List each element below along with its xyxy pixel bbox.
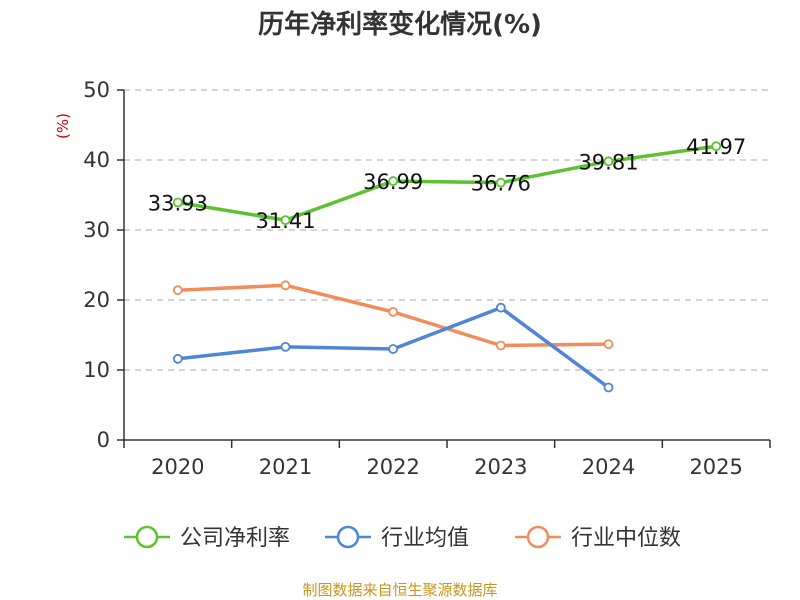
data-label: 36.76 bbox=[471, 172, 531, 196]
data-label: 31.41 bbox=[255, 209, 315, 233]
y-tick-label: 0 bbox=[97, 428, 110, 452]
legend-marker-icon bbox=[526, 525, 550, 549]
legend[interactable]: 公司净利率 行业均值 行业中位数 bbox=[124, 525, 681, 551]
legend-marker-icon bbox=[135, 525, 159, 549]
y-tick-label: 40 bbox=[83, 148, 110, 172]
y-tick-label: 20 bbox=[83, 288, 110, 312]
chart-title: 历年净利率变化情况(%) bbox=[258, 9, 542, 40]
legend-label[interactable]: 公司净利率 bbox=[180, 526, 290, 551]
axes: 0 10 20 30 40 50 2020 2021 2022 2023 2024 2025 bbox=[83, 78, 771, 479]
data-point[interactable] bbox=[172, 285, 183, 296]
data-point[interactable] bbox=[172, 197, 183, 208]
data-point[interactable] bbox=[603, 156, 614, 167]
x-tick-label-2022: 2022 bbox=[366, 455, 419, 479]
data-label: 39.81 bbox=[578, 150, 638, 174]
data-point[interactable] bbox=[280, 280, 291, 291]
data-point[interactable] bbox=[172, 353, 183, 364]
data-point[interactable] bbox=[603, 382, 614, 393]
data-point[interactable] bbox=[495, 340, 506, 351]
legend-marker-icon bbox=[336, 525, 360, 549]
data-label: 36.99 bbox=[363, 170, 423, 194]
data-point[interactable] bbox=[280, 341, 291, 352]
data-point[interactable] bbox=[495, 177, 506, 188]
x-tick-label-2021: 2021 bbox=[259, 455, 312, 479]
x-tick-label-2024: 2024 bbox=[582, 455, 635, 479]
source-note: 制图数据来自恒生聚源数据库 bbox=[302, 581, 497, 599]
data-point[interactable] bbox=[388, 306, 399, 317]
legend-label[interactable]: 行业均值 bbox=[381, 526, 469, 551]
data-point[interactable] bbox=[711, 141, 722, 152]
y-axis-unit: (%) bbox=[54, 113, 72, 139]
x-tick-label-2025: 2025 bbox=[689, 455, 742, 479]
data-point[interactable] bbox=[280, 215, 291, 226]
y-tick-label: 30 bbox=[83, 218, 110, 242]
series-line-公司净利率 bbox=[176, 144, 718, 222]
y-tick-label: 50 bbox=[83, 78, 110, 102]
legend-label[interactable]: 行业中位数 bbox=[571, 526, 681, 551]
data-label: 41.97 bbox=[686, 135, 746, 159]
data-point[interactable] bbox=[603, 339, 614, 350]
gridlines bbox=[124, 89, 770, 371]
x-tick-label-2023: 2023 bbox=[474, 455, 527, 479]
data-label: 33.93 bbox=[148, 191, 208, 215]
x-tick-label-2020: 2020 bbox=[151, 455, 204, 479]
data-point[interactable] bbox=[388, 344, 399, 354]
data-labels: 33.93 31.41 36.99 36.76 39.81 41.97 bbox=[148, 135, 746, 233]
data-point[interactable] bbox=[388, 176, 399, 186]
y-tick-label: 10 bbox=[83, 358, 110, 382]
series-group bbox=[172, 141, 722, 393]
data-point[interactable] bbox=[495, 302, 506, 313]
